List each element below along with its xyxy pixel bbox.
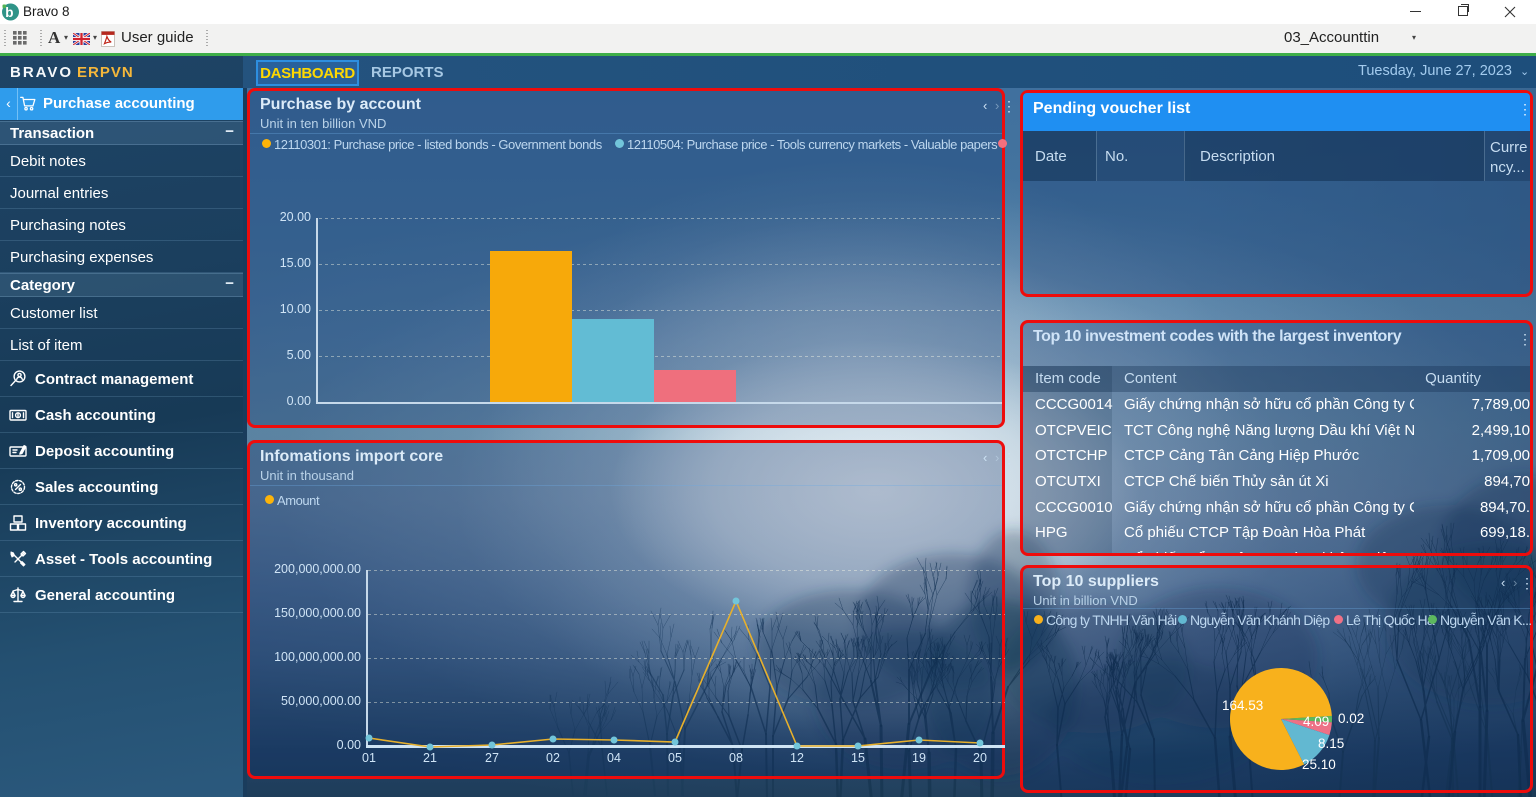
svg-text:b: b [5, 5, 13, 20]
